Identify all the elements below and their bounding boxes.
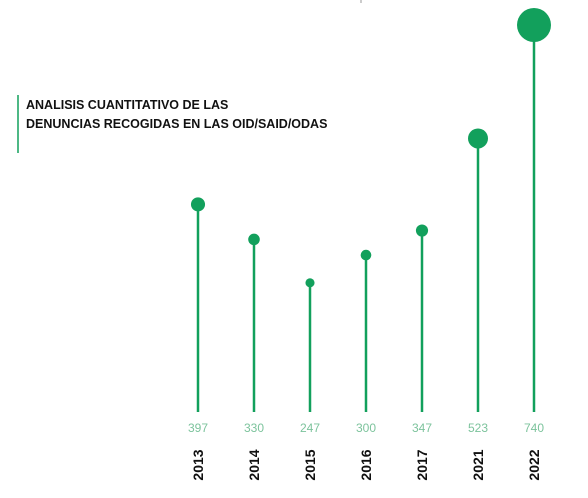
x-tick-label: 2013: [190, 449, 206, 480]
x-tick-label: 2016: [358, 449, 374, 480]
dot: [248, 233, 260, 246]
chart-title-line: DENUNCIAS RECOGIDAS EN LAS OID/SAID/ODAS: [26, 117, 327, 131]
value-label: 347: [412, 421, 432, 435]
value-label: 247: [300, 421, 320, 435]
dot: [415, 224, 429, 237]
value-label: 300: [356, 421, 376, 435]
value-label: 523: [468, 421, 488, 435]
dot: [360, 249, 372, 261]
dot: [468, 128, 488, 149]
chart-title-line: ANALISIS CUANTITATIVO DE LAS: [26, 98, 228, 112]
x-tick-label: 2022: [526, 449, 542, 480]
x-tick-label: 2021: [470, 449, 486, 480]
x-tick-label: 2017: [414, 449, 430, 480]
dot: [305, 278, 315, 288]
value-label: 330: [244, 421, 264, 435]
x-tick-label: 2015: [302, 449, 318, 480]
value-label: 397: [188, 421, 208, 435]
value-label: 740: [524, 421, 544, 435]
dot: [517, 8, 551, 42]
dot: [190, 197, 206, 212]
x-tick-label: 2014: [246, 449, 262, 480]
